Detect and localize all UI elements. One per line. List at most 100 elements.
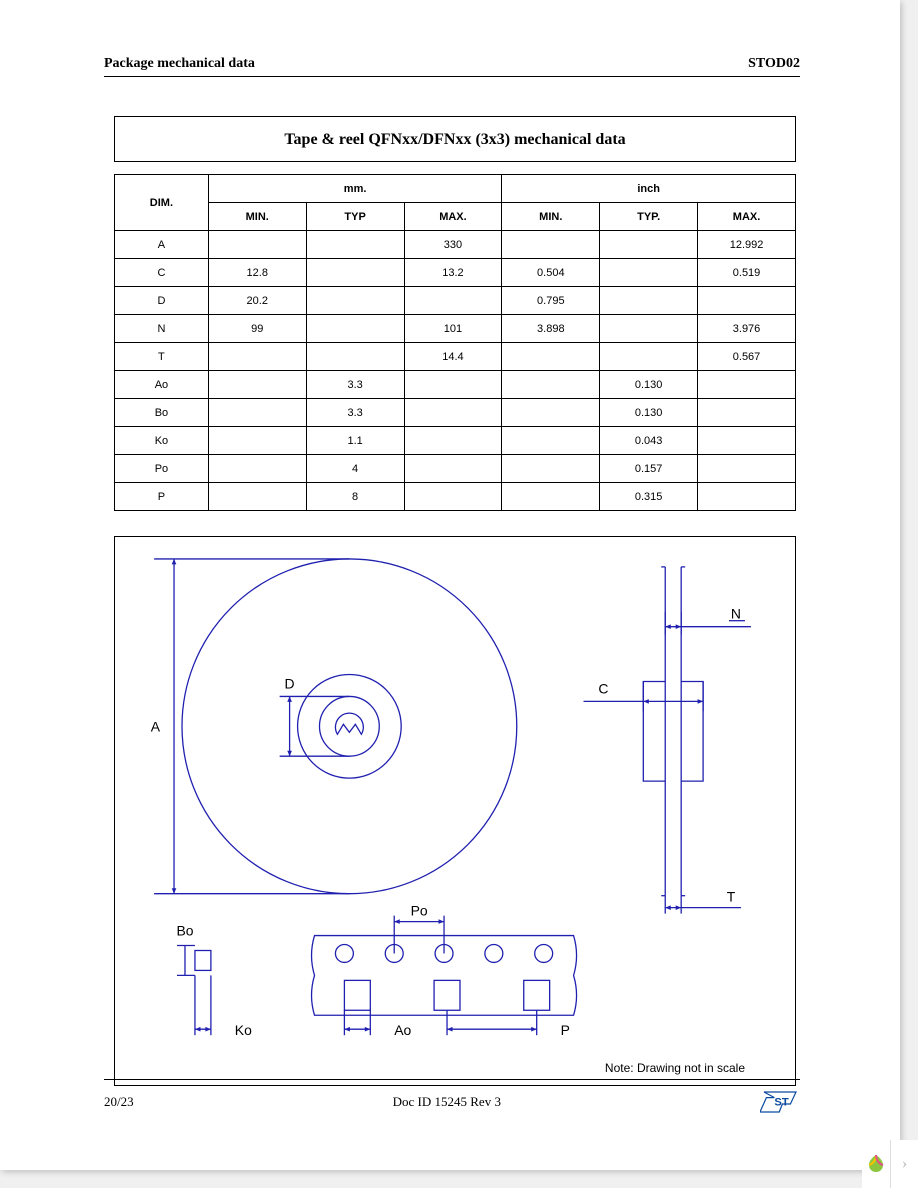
dim-label-N: N [731, 606, 741, 622]
table-cell-mm_max [404, 371, 502, 399]
table-cell-mm_typ [306, 287, 404, 315]
table-row: Ko1.10.043 [115, 427, 796, 455]
table-cell-in_max [698, 287, 796, 315]
table-row: A 330 12.992 [115, 231, 796, 259]
dim-label-C: C [598, 680, 608, 696]
table-cell-mm_min: 12.8 [208, 259, 306, 287]
table-cell-mm_min: 20.2 [208, 287, 306, 315]
table-row: C12.813.20.5040.519 [115, 259, 796, 287]
header-rule [104, 76, 800, 77]
dim-label-Ao: Ao [394, 1022, 411, 1038]
page-footer: 20/23 Doc ID 15245 Rev 3 ST [104, 1079, 800, 1116]
st-logo-icon: ST [760, 1088, 800, 1116]
table-cell-mm_typ: 8 [306, 483, 404, 511]
table-cell-in_typ [600, 259, 698, 287]
table-cell-dim: T [115, 343, 209, 371]
viewer-next-button[interactable]: › [890, 1140, 918, 1188]
table-cell-mm_min: 99 [208, 315, 306, 343]
table-cell-mm_max: 101 [404, 315, 502, 343]
dim-label-Ko: Ko [235, 1022, 252, 1038]
table-cell-in_min [502, 371, 600, 399]
table-row: N99 1013.898 3.976 [115, 315, 796, 343]
mechanical-data-table: DIM. mm. inch MIN. TYP MAX. MIN. TYP. MA… [114, 174, 796, 511]
table-cell-in_max: 0.519 [698, 259, 796, 287]
table-cell-mm_typ [306, 259, 404, 287]
document-page: Package mechanical data STOD02 Tape & re… [0, 0, 900, 1170]
table-cell-mm_min [208, 427, 306, 455]
table-cell-mm_max [404, 287, 502, 315]
col-header-mm-max: MAX. [404, 203, 502, 231]
table-title: Tape & reel QFNxx/DFNxx (3x3) mechanical… [284, 131, 625, 148]
dim-label-T: T [727, 889, 736, 905]
table-cell-mm_max: 330 [404, 231, 502, 259]
table-row: Bo3.30.130 [115, 399, 796, 427]
table-cell-in_typ [600, 343, 698, 371]
table-cell-in_typ: 0.043 [600, 427, 698, 455]
table-cell-in_max [698, 427, 796, 455]
table-cell-in_min [502, 483, 600, 511]
table-cell-mm_typ [306, 231, 404, 259]
dim-label-P: P [561, 1022, 570, 1038]
table-row: Ao 3.3 0.130 [115, 371, 796, 399]
table-cell-in_max: 12.992 [698, 231, 796, 259]
table-cell-in_min [502, 343, 600, 371]
table-cell-in_typ: 0.315 [600, 483, 698, 511]
diagram-note: Note: Drawing not in scale [605, 1061, 745, 1075]
table-cell-in_max [698, 455, 796, 483]
table-cell-in_min [502, 399, 600, 427]
table-cell-mm_min [208, 231, 306, 259]
table-cell-dim: N [115, 315, 209, 343]
table-cell-mm_max [404, 455, 502, 483]
table-cell-in_min [502, 231, 600, 259]
footer-page-number: 20/23 [104, 1094, 134, 1110]
table-cell-mm_max: 14.4 [404, 343, 502, 371]
table-cell-dim: P [115, 483, 209, 511]
page-header: Package mechanical data STOD02 [104, 56, 800, 72]
header-section-title: Package mechanical data [104, 56, 255, 72]
col-header-inch: inch [502, 175, 796, 203]
table-cell-in_typ [600, 231, 698, 259]
col-header-in-max: MAX. [698, 203, 796, 231]
col-header-mm: mm. [208, 175, 502, 203]
col-header-in-min: MIN. [502, 203, 600, 231]
table-cell-in_max [698, 399, 796, 427]
table-cell-in_max [698, 483, 796, 511]
table-cell-in_min: 3.898 [502, 315, 600, 343]
dim-label-Po: Po [411, 903, 428, 919]
col-header-mm-typ: TYP [306, 203, 404, 231]
table-cell-mm_max [404, 399, 502, 427]
table-row: D20.2 0.795 [115, 287, 796, 315]
col-header-in-typ: TYP. [600, 203, 698, 231]
dim-label-A: A [151, 718, 161, 734]
table-cell-mm_typ [306, 343, 404, 371]
svg-text:ST: ST [774, 1097, 788, 1109]
table-cell-in_max: 0.567 [698, 343, 796, 371]
table-cell-mm_max: 13.2 [404, 259, 502, 287]
table-cell-mm_typ [306, 315, 404, 343]
table-cell-dim: D [115, 287, 209, 315]
table-cell-mm_typ: 3.3 [306, 371, 404, 399]
table-cell-in_max [698, 371, 796, 399]
footer-doc-id: Doc ID 15245 Rev 3 [393, 1094, 501, 1110]
table-cell-mm_min [208, 483, 306, 511]
table-cell-in_typ [600, 287, 698, 315]
table-cell-mm_max [404, 427, 502, 455]
viewer-app-icon[interactable] [862, 1150, 890, 1178]
table-row: T 14.4 0.567 [115, 343, 796, 371]
col-header-dim: DIM. [115, 175, 209, 231]
table-cell-in_max: 3.976 [698, 315, 796, 343]
table-row: P 8 0.315 [115, 483, 796, 511]
dim-label-Bo: Bo [176, 923, 193, 939]
table-cell-mm_min [208, 399, 306, 427]
table-cell-dim: Ao [115, 371, 209, 399]
table-cell-dim: Po [115, 455, 209, 483]
table-cell-dim: A [115, 231, 209, 259]
table-cell-mm_min [208, 343, 306, 371]
table-cell-in_typ: 0.157 [600, 455, 698, 483]
table-cell-in_min [502, 427, 600, 455]
table-cell-in_typ: 0.130 [600, 371, 698, 399]
table-cell-in_typ: 0.130 [600, 399, 698, 427]
table-cell-in_min: 0.795 [502, 287, 600, 315]
table-cell-mm_max [404, 483, 502, 511]
table-cell-in_typ [600, 315, 698, 343]
